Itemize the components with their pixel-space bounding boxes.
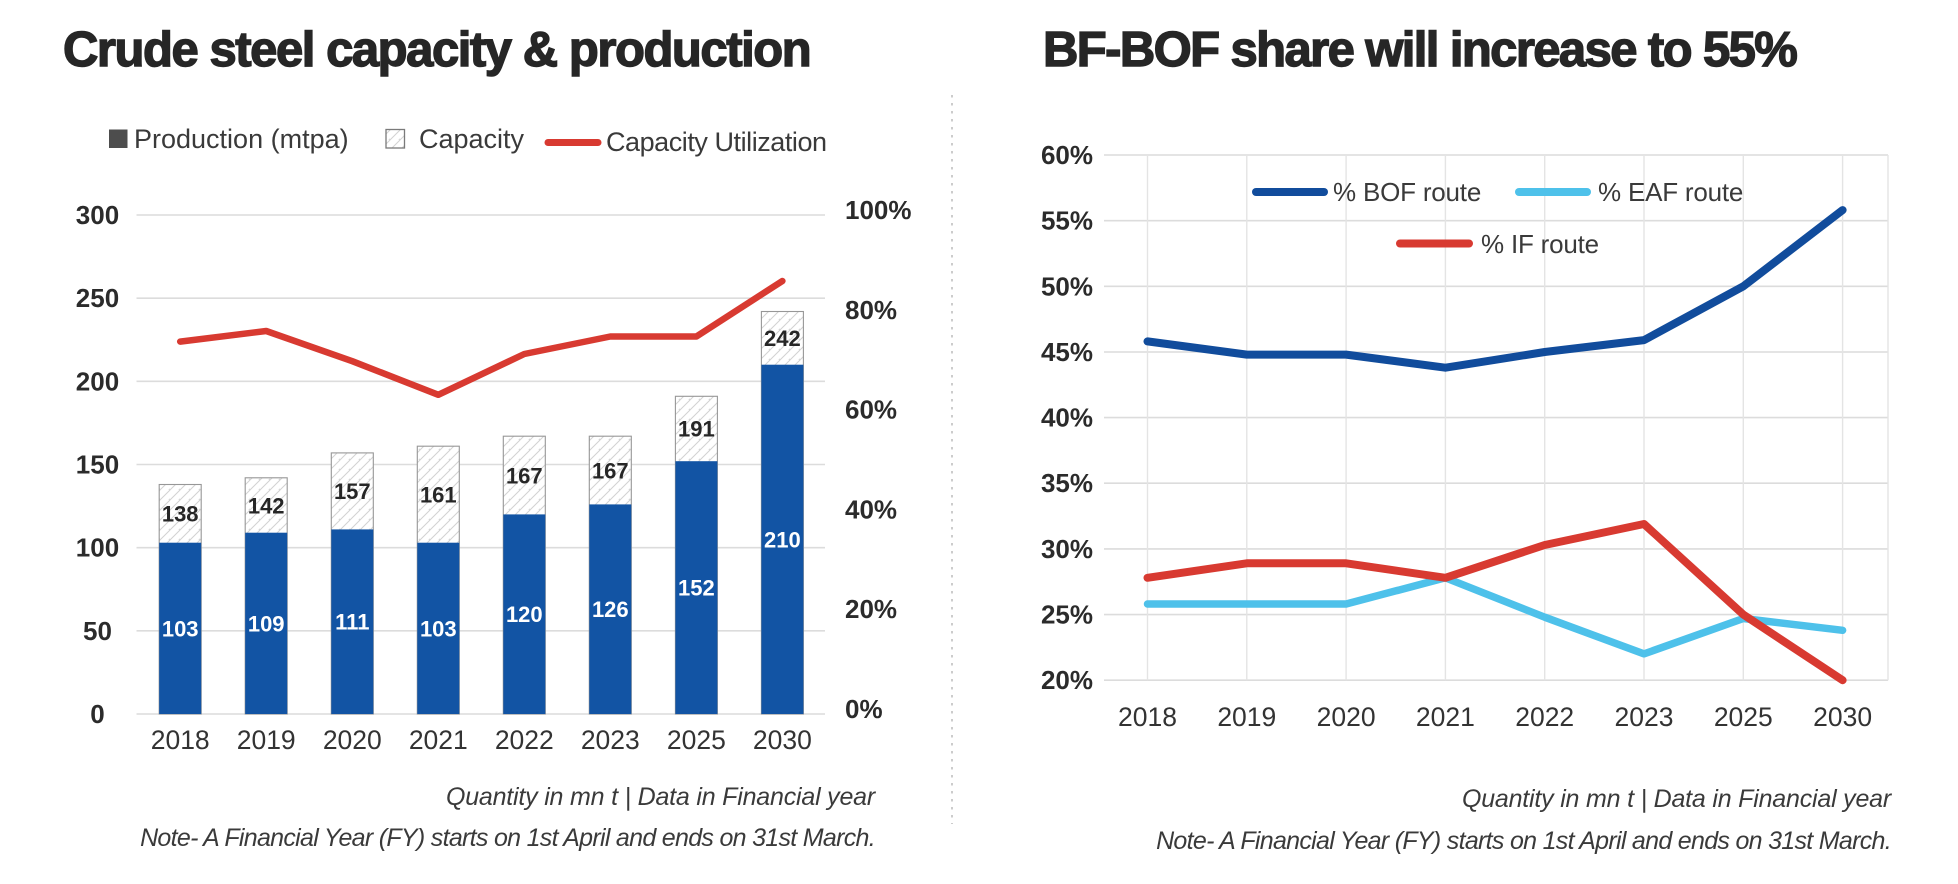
svg-text:100%: 100% (845, 195, 912, 225)
svg-text:35%: 35% (1041, 468, 1093, 498)
svg-text:250: 250 (76, 283, 119, 313)
svg-text:2022: 2022 (495, 725, 554, 755)
svg-text:152: 152 (678, 576, 715, 601)
svg-text:45%: 45% (1041, 337, 1093, 367)
svg-text:Note- A Financial Year (FY) st: Note- A Financial Year (FY) starts on 1s… (140, 824, 875, 852)
svg-text:138: 138 (162, 502, 199, 527)
svg-text:109: 109 (248, 611, 285, 636)
svg-text:157: 157 (334, 479, 371, 504)
svg-text:50: 50 (83, 616, 112, 646)
svg-text:20%: 20% (845, 594, 897, 624)
svg-text:Crude steel capacity & product: Crude steel capacity & production (63, 23, 810, 77)
svg-text:2030: 2030 (753, 725, 812, 755)
svg-text:0%: 0% (845, 694, 883, 724)
svg-text:242: 242 (764, 326, 801, 351)
svg-text:2021: 2021 (1416, 702, 1475, 732)
svg-text:2023: 2023 (1615, 702, 1674, 732)
svg-text:Capacity: Capacity (419, 124, 525, 154)
svg-text:60%: 60% (845, 395, 897, 425)
svg-text:2022: 2022 (1515, 702, 1574, 732)
svg-text:55%: 55% (1041, 206, 1093, 236)
svg-text:2025: 2025 (1714, 702, 1773, 732)
svg-text:120: 120 (506, 602, 543, 627)
svg-text:40%: 40% (845, 494, 897, 524)
svg-text:2030: 2030 (1813, 702, 1872, 732)
svg-text:40%: 40% (1041, 403, 1093, 433)
svg-text:Note- A Financial Year (FY) st: Note- A Financial Year (FY) starts on 1s… (1156, 827, 1891, 855)
svg-text:150: 150 (76, 450, 119, 480)
svg-text:142: 142 (248, 493, 285, 518)
svg-text:% EAF route: % EAF route (1598, 177, 1743, 207)
svg-text:2019: 2019 (1217, 702, 1276, 732)
svg-text:Production (mtpa): Production (mtpa) (134, 124, 349, 154)
svg-text:2020: 2020 (1317, 702, 1376, 732)
svg-text:0: 0 (90, 699, 104, 729)
svg-text:Quantity in mn t | Data in Fin: Quantity in mn t | Data in Financial yea… (1462, 785, 1893, 813)
svg-text:60%: 60% (1041, 140, 1093, 170)
svg-text:210: 210 (764, 527, 801, 552)
svg-text:300: 300 (76, 200, 119, 230)
svg-text:2018: 2018 (1118, 702, 1177, 732)
svg-text:2020: 2020 (323, 725, 382, 755)
svg-text:126: 126 (592, 597, 629, 622)
svg-text:103: 103 (162, 616, 199, 641)
svg-text:167: 167 (592, 458, 629, 483)
svg-text:103: 103 (420, 616, 457, 641)
svg-text:Quantity in mn t | Data in Fin: Quantity in mn t | Data in Financial yea… (446, 783, 877, 811)
svg-text:80%: 80% (845, 295, 897, 325)
svg-text:111: 111 (335, 610, 369, 635)
svg-text:2021: 2021 (409, 725, 468, 755)
svg-text:2025: 2025 (667, 725, 726, 755)
svg-text:100: 100 (76, 533, 119, 563)
svg-text:161: 161 (420, 482, 457, 507)
svg-text:2018: 2018 (151, 725, 210, 755)
svg-text:BF-BOF share will increase to: BF-BOF share will increase to 55% (1043, 23, 1797, 77)
svg-text:50%: 50% (1041, 271, 1093, 301)
svg-text:% BOF route: % BOF route (1333, 177, 1481, 207)
svg-text:200: 200 (76, 366, 119, 396)
svg-text:191: 191 (678, 417, 715, 442)
svg-text:2023: 2023 (581, 725, 640, 755)
svg-text:2019: 2019 (237, 725, 296, 755)
svg-text:% IF route: % IF route (1481, 229, 1599, 259)
svg-text:25%: 25% (1041, 600, 1093, 630)
svg-text:Capacity Utilization: Capacity Utilization (606, 127, 827, 157)
svg-text:167: 167 (506, 463, 543, 488)
svg-text:20%: 20% (1041, 665, 1093, 695)
svg-text:30%: 30% (1041, 534, 1093, 564)
